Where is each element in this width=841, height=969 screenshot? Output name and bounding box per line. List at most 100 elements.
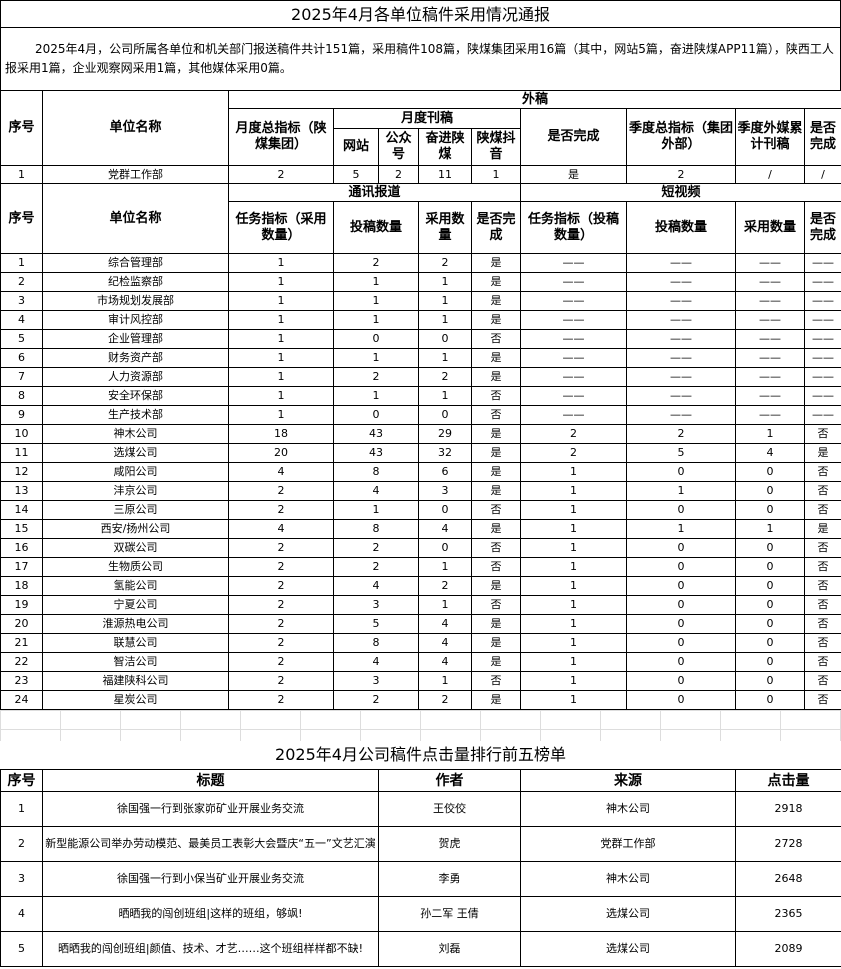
cell: 是 [471, 272, 521, 292]
cell: 4 [333, 481, 419, 501]
cell: 2 [0, 826, 43, 862]
cell: 2 [228, 500, 334, 520]
cell: —— [735, 367, 805, 387]
cell: 是 [471, 348, 521, 368]
group-header: 月度刊稿 [333, 108, 521, 129]
cell: 2 [228, 165, 334, 184]
cell: 沣京公司 [42, 481, 229, 501]
cell: —— [520, 386, 627, 406]
cell: —— [735, 253, 805, 273]
header-cell: 作者 [378, 769, 521, 792]
cell: 是 [471, 519, 521, 539]
cell: 2 [378, 165, 419, 184]
cell: 1 [520, 481, 627, 501]
cell: —— [520, 291, 627, 311]
cell: —— [520, 329, 627, 349]
cell: 双碳公司 [42, 538, 229, 558]
cell: 5 [0, 931, 43, 967]
cell: 否 [803, 538, 841, 558]
cell: 是 [471, 633, 521, 653]
cell: 4 [333, 652, 419, 672]
cell: 11 [418, 165, 472, 184]
cell: 是 [471, 652, 521, 672]
cell: —— [626, 386, 736, 406]
header-cell: 季度外媒累计刊稿 [735, 108, 805, 166]
cell: 0 [626, 557, 736, 577]
header-cell: 是否完成 [520, 108, 627, 166]
cell: 否 [803, 481, 841, 501]
cell: 党群工作部 [520, 826, 736, 862]
report-title: 2025年4月各单位稿件采用情况通报 [0, 0, 841, 28]
cell: —— [626, 291, 736, 311]
cell: 福建陕科公司 [42, 671, 229, 691]
cell: 13 [0, 481, 43, 501]
cell: 1 [228, 272, 334, 292]
cell: 12 [0, 462, 43, 482]
cell: 1 [520, 595, 627, 615]
cell: 0 [626, 538, 736, 558]
cell: 2 [333, 253, 419, 273]
group-header: 短视频 [519, 183, 841, 202]
cell: 1 [333, 291, 419, 311]
cell: 1 [418, 272, 472, 292]
data-row: 5 企业管理部 1 0 0 否 —— —— —— —— [0, 329, 841, 349]
data-row: 21 联慧公司 2 8 4 是 1 0 0 否 [0, 633, 841, 653]
cell: 0 [626, 633, 736, 653]
cell: —— [626, 367, 736, 387]
cell: 是 [803, 519, 841, 539]
cell: 否 [471, 329, 521, 349]
cell: 孙二军 王倩 [378, 896, 521, 932]
cell: 1 [228, 348, 334, 368]
data-row: 13 沣京公司 2 4 3 是 1 1 0 否 [0, 481, 841, 501]
cell: 6 [418, 462, 472, 482]
cell: 是 [471, 253, 521, 273]
cell: 财务资产部 [42, 348, 229, 368]
cell: 0 [735, 652, 805, 672]
cell: 1 [520, 614, 627, 634]
cell: —— [626, 272, 736, 292]
cell: 2648 [735, 861, 841, 897]
cell: —— [803, 329, 841, 349]
cell: —— [520, 310, 627, 330]
cell: 1 [418, 310, 472, 330]
cell: 人力资源部 [42, 367, 229, 387]
cell: 徐国强一行到小保当矿业开展业务交流 [42, 861, 379, 897]
cell: 2 [228, 671, 334, 691]
cell: 4 [0, 896, 43, 932]
cell: 0 [626, 595, 736, 615]
cell: 1 [520, 557, 627, 577]
cell: —— [520, 272, 627, 292]
header-cell: 是否完成 [471, 201, 521, 254]
cell: —— [735, 329, 805, 349]
cell: 0 [735, 633, 805, 653]
data-row: 10 神木公司 18 43 29 是 2 2 1 否 [0, 424, 841, 444]
data-row: 18 氢能公司 2 4 2 是 1 0 0 否 [0, 576, 841, 596]
cell: 是 [520, 165, 627, 184]
cell: 1 [520, 519, 627, 539]
cell: —— [520, 348, 627, 368]
cell: 0 [418, 329, 472, 349]
header-cell: 点击量 [735, 769, 841, 792]
cell: 否 [803, 671, 841, 691]
group-header: 外稿 [227, 90, 841, 109]
cell: 0 [418, 538, 472, 558]
cell: 5 [0, 329, 43, 349]
cell: 是 [471, 576, 521, 596]
data-row: 8 安全环保部 1 1 1 否 —— —— —— —— [0, 386, 841, 406]
ranking-title: 2025年4月公司稿件点击量排行前五榜单 [275, 745, 566, 764]
cell: 3 [333, 595, 419, 615]
cell: 1 [0, 165, 43, 184]
cell: 8 [333, 519, 419, 539]
cell: 1 [626, 481, 736, 501]
cell: 0 [626, 671, 736, 691]
data-row: 20 淮源热电公司 2 5 4 是 1 0 0 否 [0, 614, 841, 634]
cell: 1 [418, 557, 472, 577]
cell: 0 [626, 500, 736, 520]
data-row: 7 人力资源部 1 2 2 是 —— —— —— —— [0, 367, 841, 387]
cell: 星炭公司 [42, 690, 229, 710]
header-cell: 来源 [520, 769, 736, 792]
cell: —— [735, 310, 805, 330]
cell: —— [626, 253, 736, 273]
cell: 是 [471, 367, 521, 387]
